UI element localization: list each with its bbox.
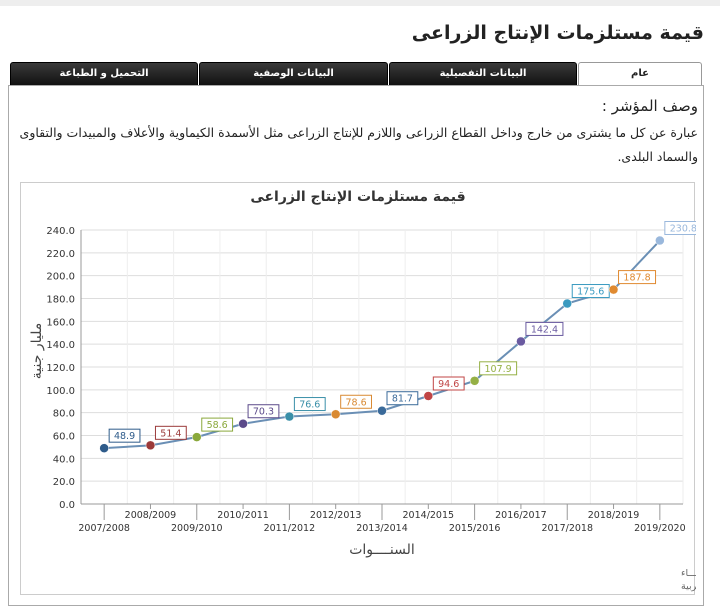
- data-label: 51.4: [160, 428, 181, 439]
- data-label: 107.9: [485, 364, 512, 375]
- x-tick-label: 2007/2008: [78, 523, 130, 534]
- data-label-box: [340, 394, 372, 409]
- y-tick-label: 180.0: [46, 295, 75, 306]
- chart-footer-line-1: حقوق الملكية للجهــاز المركزي للتعبئة ال…: [681, 567, 696, 579]
- data-point: [562, 298, 572, 309]
- chart-title: قيمة مستلزمات الإنتاج الزراعى: [250, 189, 465, 205]
- data-label-box: [108, 428, 141, 443]
- y-tick-label: 40.0: [53, 454, 75, 465]
- data-label-box: [154, 425, 187, 440]
- data-label: 230.8: [670, 224, 696, 235]
- data-point: [192, 432, 202, 442]
- x-tick-label: 2018/2019: [588, 510, 640, 521]
- x-tick-label: 2013/2014: [356, 523, 408, 534]
- chart-container: قيمة مستلزمات الإنتاج الزراعى مليار جنية…: [20, 182, 696, 595]
- x-tick-label: 2016/2017: [495, 510, 547, 521]
- y-tick-label: 160.0: [46, 317, 75, 328]
- data-label: 187.8: [623, 273, 650, 284]
- data-label-box: [432, 376, 465, 391]
- tab-bar: عام البيانات التفصيلية البيانات الوصفية …: [10, 62, 702, 88]
- data-point: [516, 336, 526, 347]
- chart-footer-line-2: المصدر الأساسى للأحصاءات الرسمية لجمهوري…: [681, 580, 696, 592]
- x-tick-label: 2010/2011: [217, 510, 269, 521]
- tab-detailed-data[interactable]: البيانات التفصيلية: [389, 62, 577, 86]
- y-tick-label: 80.0: [53, 409, 75, 420]
- data-label: 81.7: [392, 394, 413, 405]
- data-label: 48.9: [114, 431, 135, 442]
- y-tick-label: 20.0: [53, 477, 75, 488]
- tab-general[interactable]: عام: [578, 62, 702, 88]
- data-label: 94.6: [438, 379, 459, 390]
- data-label: 70.3: [253, 407, 274, 418]
- data-label: 142.4: [531, 324, 558, 335]
- x-tick-label: 2009/2010: [171, 523, 223, 534]
- top-strip: [0, 0, 720, 6]
- data-label-box: [201, 417, 234, 432]
- y-tick-label: 200.0: [46, 272, 75, 283]
- x-tick-label: 2011/2012: [264, 523, 316, 534]
- y-tick-label: 60.0: [53, 432, 75, 443]
- data-label-box: [386, 391, 419, 406]
- y-axis-label: مليار جنية: [29, 323, 45, 379]
- y-tick-label: 220.0: [46, 249, 75, 260]
- tab-download-print[interactable]: التحميل و الطباعة: [10, 62, 198, 86]
- indicator-description-text: عبارة عن كل ما يشترى من خارج وداخل القطا…: [19, 125, 698, 164]
- data-label: 76.6: [299, 400, 320, 411]
- tab-metadata[interactable]: البيانات الوصفية: [199, 62, 388, 86]
- x-tick-label: 2017/2018: [541, 523, 593, 534]
- y-tick-label: 240.0: [46, 226, 75, 237]
- y-tick-label: 0.0: [59, 500, 75, 511]
- data-label: 175.6: [577, 287, 604, 298]
- x-tick-label: 2019/2020: [634, 523, 686, 534]
- data-label: 78.6: [346, 397, 367, 408]
- x-tick-label: 2014/2015: [403, 510, 455, 521]
- data-point: [330, 409, 341, 420]
- page-title: قيمة مستلزمات الإنتاج الزراعى: [411, 22, 704, 44]
- data-label-box: [293, 397, 326, 412]
- y-tick-label: 140.0: [46, 340, 75, 351]
- data-label-box: [618, 270, 657, 285]
- data-point: [377, 405, 387, 416]
- line-chart: قيمة مستلزمات الإنتاج الزراعى مليار جنية…: [29, 189, 696, 592]
- data-point: [238, 418, 248, 429]
- data-point: [99, 443, 109, 453]
- data-point: [284, 411, 295, 422]
- data-point: [469, 376, 480, 386]
- x-tick-label: 2015/2016: [449, 523, 501, 534]
- data-point: [423, 391, 434, 401]
- indicator-description-title: وصف المؤشر :: [601, 97, 698, 115]
- data-point: [145, 440, 156, 451]
- x-tick-label: 2008/2009: [125, 510, 177, 521]
- y-tick-label: 120.0: [46, 363, 75, 374]
- data-point: [655, 235, 665, 246]
- data-label-box: [479, 361, 518, 376]
- x-axis-label: السنــــوات: [349, 542, 415, 558]
- x-tick-label: 2012/2013: [310, 510, 362, 521]
- data-label-box: [664, 221, 696, 236]
- data-label-box: [525, 321, 564, 336]
- y-tick-label: 100.0: [46, 386, 75, 397]
- data-point: [608, 284, 619, 295]
- data-label: 58.6: [207, 420, 228, 431]
- data-label-box: [247, 404, 280, 419]
